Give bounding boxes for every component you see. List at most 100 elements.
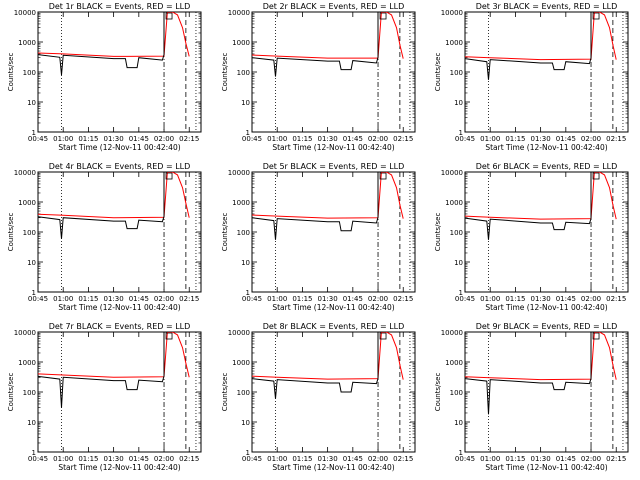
lld-series-line bbox=[465, 332, 617, 381]
chart-panel-2: Det 2r BLACK = Events, RED = LLD 1 10 100 10… bbox=[221, 2, 416, 152]
y-tick-label: 10 bbox=[27, 99, 36, 107]
x-tick-label: 02:00 bbox=[368, 135, 388, 143]
y-tick-label: 10 bbox=[27, 419, 36, 427]
y-tick-label: 1 bbox=[246, 449, 250, 457]
x-tick-label: 02:00 bbox=[368, 455, 388, 463]
events-series-line bbox=[465, 332, 592, 415]
x-tick-label: 01:45 bbox=[129, 295, 149, 303]
x-tick-label: 02:15 bbox=[606, 135, 626, 143]
lld-series-line bbox=[465, 12, 617, 61]
lld-series-line bbox=[465, 172, 617, 220]
y-axis-label: Counts/sec bbox=[7, 213, 15, 252]
y-tick-label: 10 bbox=[241, 259, 250, 267]
x-tick-label: 00:45 bbox=[28, 135, 48, 143]
x-tick-label: 02:00 bbox=[368, 295, 388, 303]
y-axis-label: Counts/sec bbox=[221, 373, 229, 412]
y-axis-label: Counts/sec bbox=[434, 373, 442, 412]
x-axis-label: Start Time (12-Nov-11 00:42:40) bbox=[485, 463, 607, 472]
y-tick-label: 1000 bbox=[445, 199, 463, 207]
y-tick-label: 100 bbox=[450, 69, 463, 77]
y-tick-label: 10 bbox=[454, 419, 463, 427]
chart-title: Det 6r BLACK = Events, RED = LLD bbox=[476, 162, 618, 171]
x-axis-label: Start Time (12-Nov-11 00:42:40) bbox=[272, 463, 394, 472]
x-tick-label: 01:15 bbox=[292, 135, 312, 143]
x-tick-label: 02:15 bbox=[393, 295, 413, 303]
y-axis-label: Counts/sec bbox=[434, 53, 442, 92]
y-tick-label: 1000 bbox=[232, 199, 250, 207]
x-tick-label: 00:45 bbox=[242, 455, 262, 463]
lld-series-line bbox=[38, 332, 190, 378]
x-tick-label: 01:30 bbox=[531, 295, 551, 303]
chart-panel-7: Det 7r BLACK = Events, RED = LLD 1 10 100 10… bbox=[7, 322, 202, 472]
y-tick-label: 100 bbox=[450, 229, 463, 237]
y-tick-label: 1 bbox=[246, 129, 250, 137]
x-axis-label: Start Time (12-Nov-11 00:42:40) bbox=[58, 303, 180, 312]
chart-title: Det 3r BLACK = Events, RED = LLD bbox=[476, 2, 618, 11]
x-axis-label: Start Time (12-Nov-11 00:42:40) bbox=[58, 463, 180, 472]
x-tick-label: 01:00 bbox=[480, 135, 500, 143]
x-tick-label: 01:15 bbox=[78, 135, 98, 143]
x-tick-label: 01:15 bbox=[78, 295, 98, 303]
x-tick-label: 02:15 bbox=[393, 135, 413, 143]
events-series-line bbox=[252, 172, 379, 240]
y-tick-label: 1 bbox=[459, 129, 463, 137]
x-tick-label: 01:15 bbox=[292, 455, 312, 463]
peak-marker bbox=[379, 12, 387, 20]
y-tick-label: 10 bbox=[241, 419, 250, 427]
x-tick-label: 00:45 bbox=[242, 135, 262, 143]
x-tick-label: 01:15 bbox=[505, 135, 525, 143]
x-tick-label: 01:30 bbox=[318, 455, 338, 463]
y-tick-label: 1000 bbox=[445, 39, 463, 47]
y-tick-label: 100 bbox=[237, 69, 250, 77]
plot-frame bbox=[37, 11, 202, 133]
y-tick-label: 10 bbox=[27, 259, 36, 267]
y-tick-label: 1 bbox=[32, 289, 36, 297]
x-tick-label: 02:15 bbox=[179, 455, 199, 463]
chart-panel-4: Det 4r BLACK = Events, RED = LLD 1 10 100 10… bbox=[7, 162, 202, 312]
x-tick-label: 02:15 bbox=[179, 295, 199, 303]
y-tick-label: 10 bbox=[241, 99, 250, 107]
x-tick-label: 01:30 bbox=[318, 135, 338, 143]
x-tick-label: 00:45 bbox=[455, 135, 475, 143]
y-tick-label: 1 bbox=[32, 449, 36, 457]
y-tick-label: 1000 bbox=[232, 39, 250, 47]
y-tick-label: 10000 bbox=[14, 329, 36, 337]
chart-title: Det 7r BLACK = Events, RED = LLD bbox=[49, 322, 191, 331]
x-tick-label: 00:45 bbox=[28, 455, 48, 463]
peak-marker bbox=[592, 332, 600, 340]
y-tick-label: 1 bbox=[32, 129, 36, 137]
x-tick-label: 01:00 bbox=[53, 135, 73, 143]
x-tick-label: 01:45 bbox=[556, 135, 576, 143]
x-tick-label: 02:00 bbox=[581, 295, 601, 303]
x-tick-label: 01:30 bbox=[531, 135, 551, 143]
x-tick-label: 01:00 bbox=[267, 295, 287, 303]
x-tick-label: 01:15 bbox=[505, 295, 525, 303]
y-axis-label: Counts/sec bbox=[7, 53, 15, 92]
events-series-line bbox=[465, 172, 592, 240]
peak-marker bbox=[379, 332, 387, 340]
x-tick-label: 01:45 bbox=[343, 135, 363, 143]
x-tick-label: 02:00 bbox=[154, 135, 174, 143]
x-tick-label: 01:15 bbox=[78, 455, 98, 463]
x-tick-label: 01:00 bbox=[267, 135, 287, 143]
x-tick-label: 00:45 bbox=[28, 295, 48, 303]
x-tick-label: 01:15 bbox=[292, 295, 312, 303]
chart-panel-9: Det 9r BLACK = Events, RED = LLD 1 10 100 10… bbox=[434, 322, 629, 472]
y-tick-label: 1 bbox=[459, 449, 463, 457]
y-tick-label: 100 bbox=[23, 69, 36, 77]
peak-marker bbox=[592, 172, 600, 180]
chart-panel-3: Det 3r BLACK = Events, RED = LLD 1 10 100 10… bbox=[434, 2, 629, 152]
chart-title: Det 8r BLACK = Events, RED = LLD bbox=[263, 322, 405, 331]
y-tick-label: 1000 bbox=[18, 39, 36, 47]
events-series-line bbox=[38, 172, 165, 239]
y-tick-label: 100 bbox=[450, 389, 463, 397]
x-tick-label: 01:30 bbox=[104, 455, 124, 463]
y-tick-label: 100 bbox=[237, 229, 250, 237]
y-tick-label: 1000 bbox=[18, 199, 36, 207]
y-tick-label: 10 bbox=[454, 99, 463, 107]
x-tick-label: 01:45 bbox=[129, 455, 149, 463]
events-series-line bbox=[38, 12, 165, 75]
x-tick-label: 02:15 bbox=[606, 295, 626, 303]
peak-marker bbox=[165, 332, 173, 340]
y-tick-label: 1000 bbox=[18, 359, 36, 367]
